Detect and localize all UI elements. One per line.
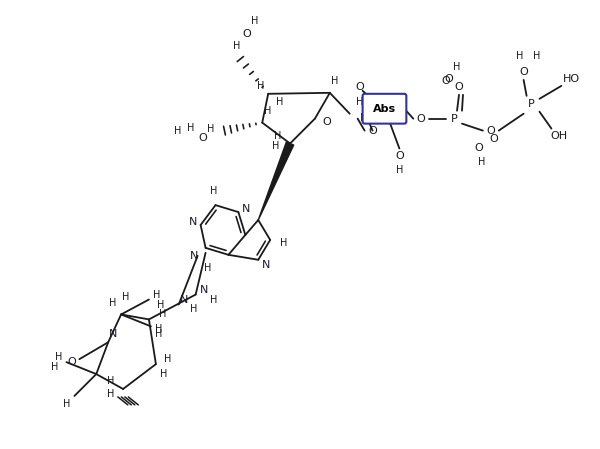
- Text: O: O: [198, 132, 207, 142]
- Text: H: H: [204, 263, 211, 273]
- Text: O: O: [242, 29, 251, 39]
- Text: H: H: [277, 97, 284, 107]
- Text: O: O: [490, 133, 498, 144]
- Text: H: H: [516, 51, 523, 61]
- Text: H: H: [356, 97, 364, 107]
- Text: H: H: [187, 123, 194, 132]
- Text: O: O: [322, 117, 331, 127]
- Text: OH: OH: [551, 131, 568, 141]
- Text: H: H: [164, 354, 172, 364]
- Text: O: O: [475, 144, 483, 154]
- Text: H: H: [263, 106, 271, 116]
- Text: N: N: [190, 251, 198, 261]
- FancyBboxPatch shape: [362, 94, 406, 123]
- Text: H: H: [210, 186, 217, 196]
- Text: H: H: [174, 126, 181, 136]
- Text: H: H: [274, 131, 282, 141]
- Text: N: N: [188, 217, 197, 227]
- Text: O: O: [395, 151, 404, 162]
- Text: H: H: [159, 309, 167, 319]
- Text: N: N: [199, 285, 208, 295]
- Text: HO: HO: [563, 74, 580, 84]
- Text: H: H: [478, 158, 485, 167]
- Text: O: O: [455, 82, 463, 92]
- Text: O: O: [487, 126, 495, 136]
- Text: P: P: [451, 114, 457, 123]
- Text: H: H: [107, 376, 115, 386]
- Text: H: H: [454, 62, 461, 72]
- Text: H: H: [395, 165, 403, 176]
- Text: O: O: [67, 357, 76, 367]
- Text: H: H: [63, 399, 70, 409]
- Text: H: H: [160, 369, 167, 379]
- Text: H: H: [257, 81, 264, 91]
- Text: H: H: [157, 299, 164, 309]
- Text: H: H: [360, 113, 367, 123]
- Text: Abs: Abs: [373, 104, 396, 114]
- Text: O: O: [417, 114, 425, 123]
- Text: O: O: [519, 67, 528, 77]
- Text: H: H: [190, 304, 197, 314]
- Text: N: N: [179, 295, 188, 304]
- Text: H: H: [153, 290, 161, 299]
- Text: O: O: [442, 76, 451, 86]
- Text: H: H: [207, 123, 214, 134]
- Text: O: O: [355, 82, 364, 92]
- Text: H: H: [251, 16, 258, 26]
- Text: H: H: [533, 51, 540, 61]
- Text: P: P: [528, 99, 535, 109]
- Polygon shape: [258, 142, 294, 220]
- Text: N: N: [262, 260, 271, 270]
- Text: H: H: [107, 389, 115, 399]
- Text: O: O: [445, 74, 454, 84]
- Text: H: H: [331, 76, 338, 86]
- Text: N: N: [242, 204, 251, 214]
- Text: O: O: [368, 126, 377, 136]
- Text: H: H: [51, 362, 58, 372]
- Text: H: H: [122, 291, 130, 302]
- Text: H: H: [210, 295, 217, 304]
- Text: H: H: [109, 298, 117, 308]
- Text: H: H: [155, 329, 163, 339]
- Text: H: H: [55, 352, 62, 362]
- Text: H: H: [155, 324, 163, 335]
- Text: H: H: [280, 238, 288, 248]
- Text: H: H: [272, 141, 280, 151]
- Text: H: H: [233, 41, 240, 51]
- Text: N: N: [109, 329, 118, 339]
